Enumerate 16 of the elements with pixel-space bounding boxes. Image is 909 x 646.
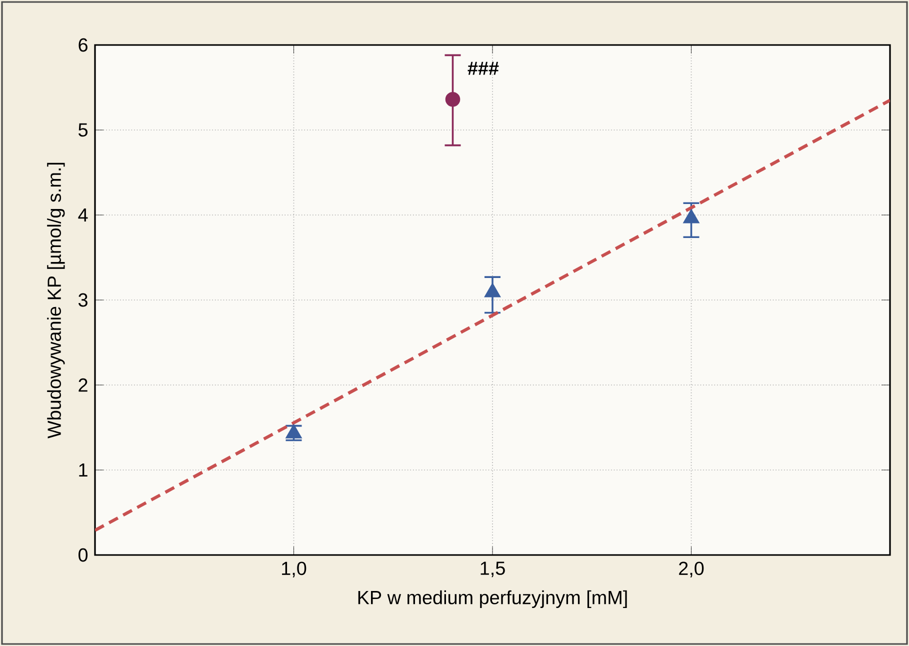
y-tick-label: 4 [78,208,88,222]
point [683,209,700,224]
x-tick-label: 2,0 [679,562,704,578]
y-tick-label: 2 [78,378,88,392]
y-tick-label: 0 [78,548,88,562]
annotation: ### [468,62,499,75]
y-axis-title: Wbudowywanie KP [µmol/g s.m.] [47,162,65,438]
x-tick-label: 1,0 [282,562,306,578]
x-tick-label: 1,5 [480,562,505,578]
point [286,424,302,438]
y-tick-label: 1 [79,463,88,477]
y-tick-label: 5 [78,123,88,137]
y-tick-label: 3 [78,293,88,307]
y-tick-label: 6 [78,38,88,52]
x-axis-title: KP w medium perfuzyjnym [mM] [358,590,627,608]
point [484,282,501,298]
